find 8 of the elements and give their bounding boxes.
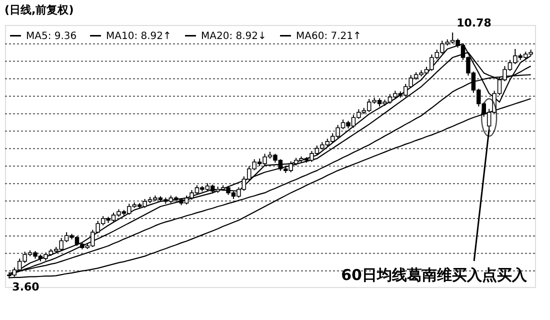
legend-label: MA60: 7.21↑: [296, 30, 362, 42]
annotation: 3.60: [12, 280, 40, 294]
legend-label: MA5: 9.36: [26, 30, 77, 42]
chart-title: (日线,前复权): [4, 4, 74, 17]
legend-label: MA10: 8.92↑: [106, 30, 172, 42]
annotation: 10.78: [456, 16, 492, 30]
annotation: 60日均线葛南维买入点买入: [341, 266, 528, 284]
legend-label: MA20: 8.92↓: [201, 30, 266, 42]
